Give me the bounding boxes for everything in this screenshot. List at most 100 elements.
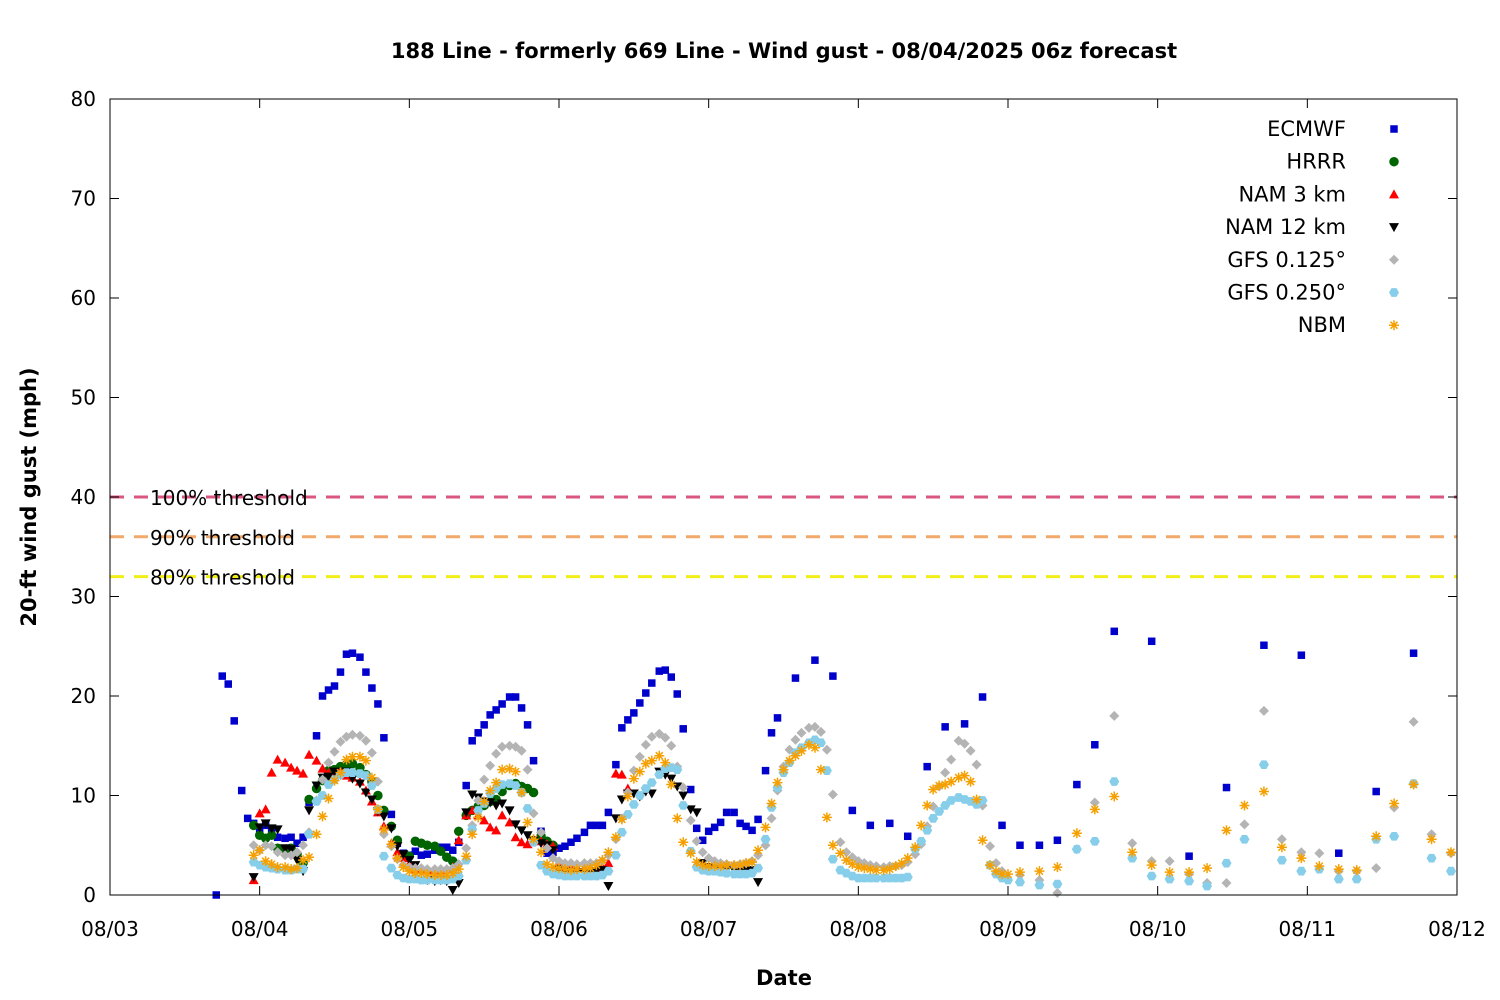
data-point (642, 689, 650, 697)
data-point (280, 862, 291, 873)
data-point (721, 860, 732, 871)
data-point (747, 857, 758, 868)
data-point (1276, 855, 1287, 865)
data-point (1221, 878, 1232, 889)
data-point (347, 758, 358, 769)
data-point (1389, 320, 1399, 331)
data-point (646, 731, 657, 742)
data-point (404, 856, 415, 866)
data-point (735, 860, 746, 871)
data-point (722, 808, 731, 817)
data-point (603, 847, 614, 858)
data-point (374, 700, 382, 708)
data-point (317, 791, 328, 800)
data-point (436, 846, 446, 856)
data-point (618, 724, 626, 732)
threshold-label: 100% threshold (150, 486, 308, 510)
legend-marker (1389, 320, 1399, 331)
data-point (678, 782, 689, 793)
x-tick-label: 08/09 (979, 917, 1037, 941)
data-point (698, 836, 707, 845)
data-point (480, 721, 488, 729)
data-point (673, 690, 681, 698)
data-point (715, 861, 726, 872)
data-point (522, 764, 533, 775)
data-point (286, 845, 297, 855)
y-tick-label: 30 (71, 585, 96, 609)
data-point (272, 847, 283, 858)
data-point (1296, 853, 1307, 864)
data-point (1426, 853, 1437, 863)
data-point (1389, 831, 1400, 841)
data-point (971, 759, 982, 770)
data-point (1073, 780, 1081, 789)
data-point (323, 780, 334, 789)
data-point (266, 767, 277, 777)
data-point (1408, 716, 1419, 727)
data-point (462, 781, 470, 790)
data-point (679, 725, 687, 733)
data-point (386, 839, 397, 850)
data-point (1389, 223, 1399, 233)
data-point (1314, 861, 1325, 872)
data-point (772, 777, 783, 788)
data-point (729, 860, 740, 871)
data-point (1389, 254, 1399, 265)
data-point (298, 768, 309, 778)
data-point (311, 797, 322, 806)
data-point (304, 829, 315, 839)
data-point (610, 768, 621, 778)
data-point (360, 755, 371, 766)
data-point (497, 764, 508, 775)
data-point (878, 865, 889, 876)
data-point (366, 772, 377, 783)
data-point (603, 858, 614, 868)
data-point (946, 776, 957, 787)
data-point (354, 751, 365, 762)
data-point (372, 804, 383, 815)
data-point (416, 868, 427, 879)
data-point (230, 717, 238, 725)
data-point (709, 861, 720, 872)
data-point (636, 699, 644, 707)
threshold-label: 90% threshold (150, 526, 295, 550)
data-point (1297, 651, 1306, 659)
data-point (565, 865, 576, 876)
data-point (280, 757, 291, 767)
data-point (330, 682, 339, 690)
data-point (392, 853, 403, 864)
data-point (841, 855, 852, 866)
data-point (1239, 834, 1250, 844)
data-point (248, 820, 259, 831)
data-point (604, 808, 613, 817)
threshold-labels: 100% threshold 90% threshold 80% threshold (150, 486, 308, 590)
data-point (260, 804, 271, 814)
data-point (356, 653, 364, 661)
data-point (1314, 848, 1325, 859)
data-point (311, 755, 322, 765)
data-point (760, 822, 771, 833)
data-point (266, 841, 277, 852)
data-point (467, 829, 478, 840)
x-axis-title: Date (756, 966, 812, 990)
y-tick-label: 0 (83, 883, 96, 907)
data-point (516, 787, 527, 798)
data-point (710, 823, 719, 832)
data-point (554, 863, 564, 874)
data-point (573, 834, 581, 843)
data-point (479, 796, 490, 807)
data-point (504, 817, 515, 827)
y-tick-label: 20 (71, 684, 96, 708)
data-point (453, 826, 464, 837)
data-point (1333, 874, 1344, 884)
data-point (447, 886, 458, 896)
data-point (634, 791, 645, 800)
data-point (654, 770, 665, 779)
data-point (940, 779, 951, 790)
data-point (1052, 888, 1063, 899)
data-point (474, 729, 482, 737)
legend-label: NBM (1298, 313, 1346, 337)
data-point (1258, 786, 1269, 797)
data-point (542, 859, 553, 870)
data-point (1446, 847, 1457, 858)
